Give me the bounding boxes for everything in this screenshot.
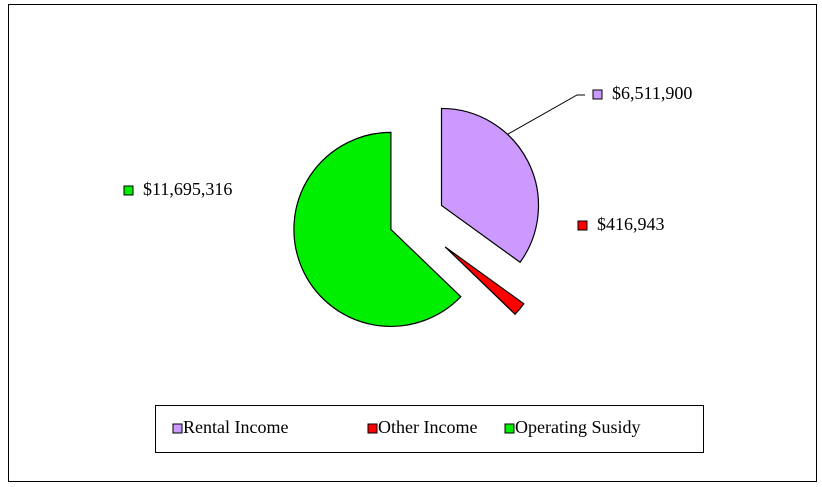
data-label: $416,943	[597, 214, 665, 234]
legend-swatch	[504, 423, 515, 434]
legend-swatch	[367, 423, 378, 434]
legend-box	[155, 405, 704, 453]
data-label: $11,695,316	[143, 179, 232, 199]
legend-swatch	[172, 423, 183, 434]
chart-border	[8, 4, 817, 482]
pie-slice	[440, 107, 540, 264]
pie-slice	[444, 246, 525, 316]
label-key	[123, 185, 134, 196]
pie-slice	[293, 131, 462, 327]
legend-label: Rental Income	[183, 417, 288, 437]
label-key	[592, 89, 603, 100]
legend-label: Operating Susidy	[515, 417, 641, 437]
label-key	[577, 220, 588, 231]
leader-line	[507, 94, 585, 135]
data-label: $6,511,900	[612, 83, 692, 103]
legend-label: Other Income	[378, 417, 477, 437]
